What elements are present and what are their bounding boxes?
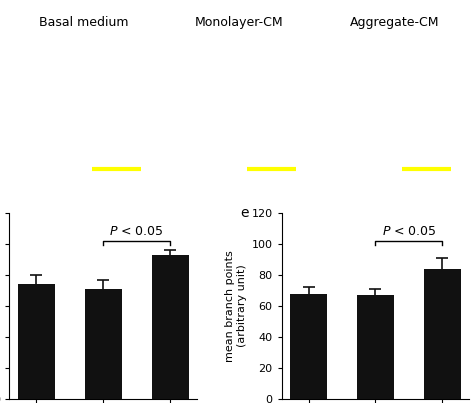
Text: $\it{P}$ < 0.05: $\it{P}$ < 0.05 [382, 225, 436, 238]
Title: Basal medium: Basal medium [39, 16, 129, 29]
Title: Monolayer-CM: Monolayer-CM [195, 16, 283, 29]
Bar [152, 255, 189, 399]
Bar [85, 289, 122, 399]
Text: b: b [169, 157, 178, 171]
Text: $\it{P}$ < 0.05: $\it{P}$ < 0.05 [109, 225, 164, 238]
Y-axis label: mean branch points
(arbitrary unit): mean branch points (arbitrary unit) [225, 250, 247, 362]
Bar [18, 284, 55, 399]
Bar [424, 269, 461, 399]
Text: e: e [240, 206, 249, 220]
Text: c: c [325, 157, 332, 171]
Bar [357, 295, 394, 399]
Title: Aggregate-CM: Aggregate-CM [350, 16, 439, 29]
Bar [290, 293, 327, 399]
Text: a: a [14, 157, 23, 171]
